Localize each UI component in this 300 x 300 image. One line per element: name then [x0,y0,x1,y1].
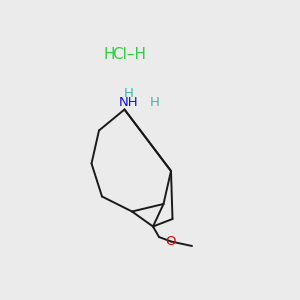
Text: H: H [124,86,134,100]
Text: H: H [150,96,159,109]
Text: H: H [104,46,115,62]
Text: O: O [166,235,176,248]
Text: Cl–H: Cl–H [112,46,146,62]
Text: NH: NH [119,95,139,109]
